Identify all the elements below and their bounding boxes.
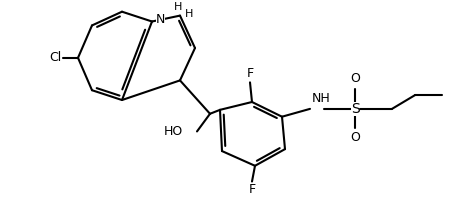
Text: H: H: [174, 2, 182, 12]
Text: F: F: [247, 67, 253, 80]
Text: F: F: [248, 183, 256, 197]
Text: N: N: [156, 13, 166, 26]
Text: HO: HO: [164, 125, 183, 138]
Text: H: H: [185, 9, 194, 19]
Text: NH: NH: [312, 92, 331, 105]
Text: O: O: [350, 72, 360, 85]
Text: O: O: [350, 131, 360, 144]
Text: S: S: [351, 102, 360, 116]
Text: Cl: Cl: [49, 51, 61, 64]
